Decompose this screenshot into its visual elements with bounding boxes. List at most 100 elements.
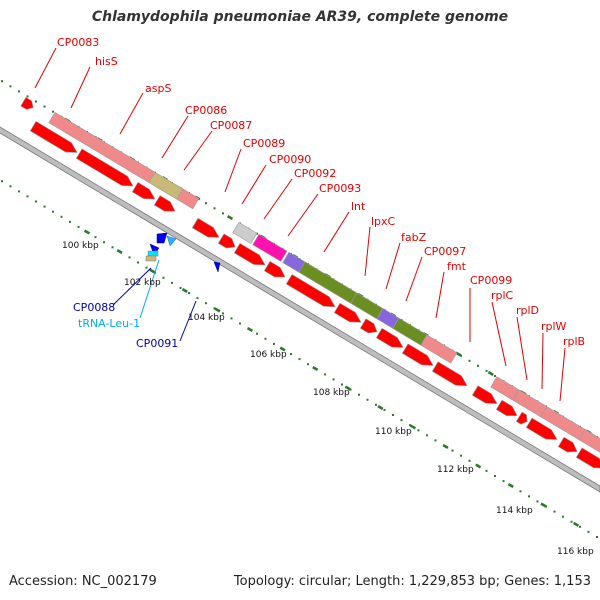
inner-tick-dot bbox=[111, 246, 114, 249]
inner-tick-dot bbox=[417, 429, 420, 432]
map-title: Chlamydophila pneumoniae AR39, complete … bbox=[91, 9, 509, 25]
inner-tick-dot bbox=[188, 292, 190, 294]
inner-tick-dot bbox=[239, 322, 241, 325]
inner-tick-dot bbox=[375, 403, 377, 406]
inner-major-tick bbox=[409, 424, 417, 430]
label-leader-line bbox=[179, 300, 197, 342]
inner-tick-dot bbox=[409, 424, 411, 427]
label-leader-line bbox=[241, 164, 267, 205]
inner-tick-dot bbox=[1, 180, 3, 183]
inner-tick-dot bbox=[528, 495, 530, 498]
label-leader-line bbox=[385, 242, 401, 290]
label-leader-line bbox=[364, 226, 371, 277]
label-leader-line bbox=[263, 178, 293, 220]
inner-tick-dot bbox=[298, 358, 301, 361]
inner-tick-dot bbox=[26, 195, 29, 198]
inner-tick-dot bbox=[468, 459, 471, 462]
cds-arrow bbox=[557, 436, 578, 453]
label-leader-line bbox=[323, 211, 350, 253]
inner-tick-dot bbox=[264, 337, 267, 340]
outer-tick-dot bbox=[205, 202, 207, 205]
gene-label-cp0091: CP0091 bbox=[136, 337, 178, 350]
inner-tick-dot bbox=[358, 393, 360, 396]
gene-label-fmt: fmt bbox=[447, 260, 467, 273]
label-leader-line bbox=[516, 316, 528, 381]
gene-label-trna-leu-1: tRNA-Leu-1 bbox=[78, 317, 140, 330]
outer-major-tick bbox=[226, 214, 234, 221]
gene-label-cp0087: CP0087 bbox=[210, 119, 252, 132]
label-leader-line bbox=[34, 47, 57, 89]
inner-tick-dot bbox=[485, 469, 488, 472]
outer-tick-dot bbox=[213, 207, 216, 210]
kbp-label-116: 116 kbp bbox=[557, 547, 594, 557]
outer-tick-dot bbox=[18, 90, 20, 93]
inner-tick-dot bbox=[596, 536, 598, 538]
cds-arrow bbox=[495, 399, 518, 417]
cds-arrow bbox=[75, 148, 134, 187]
inner-tick-dot bbox=[171, 281, 173, 284]
inner-tick-dot bbox=[400, 419, 403, 422]
outer-tick-dot bbox=[43, 105, 46, 108]
cds-arrow bbox=[263, 260, 286, 278]
gene-label-cp0089: CP0089 bbox=[243, 137, 285, 150]
label-leader-line bbox=[491, 301, 507, 367]
inner-tick-dot bbox=[145, 266, 148, 269]
accession-text: Accession: NC_002179 bbox=[9, 574, 157, 589]
inner-tick-dot bbox=[460, 454, 462, 457]
kbp-label-110: 110 kbp bbox=[375, 427, 412, 437]
inner-major-tick bbox=[572, 521, 580, 527]
kbp-label-104: 104 kbp bbox=[188, 313, 225, 323]
cds-arrow-small bbox=[20, 96, 34, 110]
inner-major-tick bbox=[377, 404, 384, 411]
inner-major-tick bbox=[475, 463, 482, 469]
label-leader-line bbox=[119, 92, 144, 135]
inner-tick-dot bbox=[392, 414, 394, 416]
gene-block-cp0088-b bbox=[166, 235, 177, 247]
cds-arrow bbox=[217, 233, 236, 249]
outer-tick-dot bbox=[485, 369, 488, 372]
label-leader-line bbox=[405, 256, 423, 302]
inner-tick-dot bbox=[69, 220, 71, 223]
inner-tick-dot bbox=[366, 398, 369, 401]
features bbox=[20, 96, 600, 469]
inner-tick-dot bbox=[290, 353, 292, 355]
cds-arrow bbox=[525, 417, 558, 440]
inner-tick-dot bbox=[103, 241, 105, 244]
label-leader-line bbox=[224, 148, 242, 193]
gene-block-trna-extra bbox=[145, 255, 157, 262]
inner-tick-dot bbox=[579, 525, 581, 528]
inner-major-tick bbox=[149, 268, 156, 274]
gene-block-cp0088-a bbox=[156, 232, 168, 244]
cds-arrow bbox=[515, 411, 528, 425]
gene-label-cp0092: CP0092 bbox=[294, 167, 336, 180]
cds-arrow bbox=[233, 242, 266, 266]
gene-label-hiss: hisS bbox=[95, 55, 118, 68]
gene-label-lpxc: lpxC bbox=[371, 215, 396, 228]
inner-tick-dot bbox=[426, 434, 428, 437]
gene-label-rplc: rplC bbox=[491, 289, 514, 302]
inner-tick-dot bbox=[77, 225, 80, 228]
kbp-label-100: 100 kbp bbox=[62, 241, 99, 251]
cds-arrow bbox=[333, 302, 362, 323]
backbone-group bbox=[0, 126, 600, 493]
cds-arrow bbox=[471, 385, 498, 404]
label-leader-line bbox=[70, 66, 91, 109]
inner-tick-dot bbox=[230, 317, 233, 320]
inner-tick-dot bbox=[256, 332, 258, 335]
summary-text: Topology: circular; Length: 1,229,853 bp… bbox=[233, 574, 591, 589]
inner-tick-dot bbox=[128, 256, 131, 259]
outer-tick-dot bbox=[468, 359, 471, 362]
outer-tick-dot bbox=[9, 85, 12, 88]
gene-block-cp0091 bbox=[213, 261, 221, 273]
inner-tick-dot bbox=[502, 480, 505, 483]
inner-tick-dot bbox=[349, 388, 352, 391]
inner-tick-dot bbox=[434, 439, 437, 442]
label-leader-line bbox=[139, 259, 160, 319]
inner-tick-dot bbox=[94, 236, 97, 239]
gene-label-cp0097: CP0097 bbox=[424, 245, 466, 258]
inner-tick-dot bbox=[383, 408, 386, 411]
outer-major-tick bbox=[487, 370, 494, 377]
cds-arrow bbox=[29, 120, 78, 153]
inner-tick-dot bbox=[451, 449, 454, 452]
inner-tick-dot bbox=[162, 276, 165, 279]
